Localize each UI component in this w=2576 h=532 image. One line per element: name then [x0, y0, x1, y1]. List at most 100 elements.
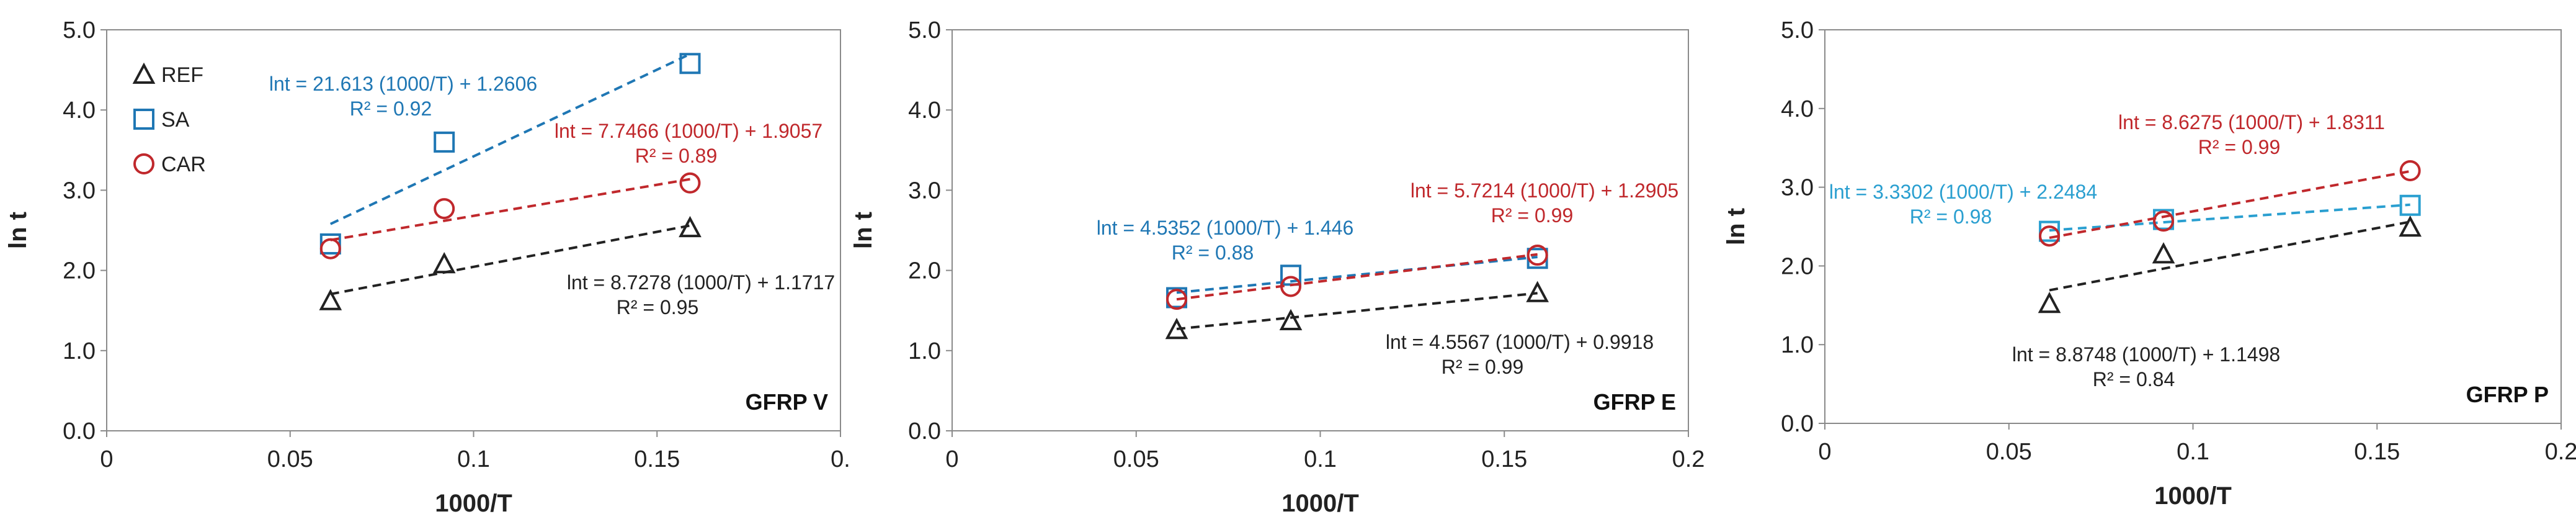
- trendline-equation: lnt = 4.5352 (1000/T) + 1.446: [1097, 217, 1354, 239]
- x-tick-label: 0.2: [1672, 446, 1705, 472]
- y-tick-label: 5.0: [1781, 17, 1814, 43]
- y-axis-title: ln t: [4, 212, 32, 249]
- y-tick-label: 3.0: [1781, 175, 1814, 201]
- y-axis-title: ln t: [850, 212, 877, 249]
- data-point: [434, 131, 455, 153]
- x-axis-title: 1000/T: [2154, 482, 2232, 510]
- y-tick-label: 2.0: [63, 258, 96, 284]
- data-point: [2039, 225, 2061, 247]
- x-tick-label: 0.05: [1113, 446, 1159, 472]
- r-squared-label: R² = 0.99: [2198, 136, 2281, 158]
- data-point: [2399, 215, 2422, 237]
- data-point: [2152, 242, 2175, 264]
- x-tick-label: 0: [100, 446, 113, 472]
- y-tick-label: 3.0: [908, 178, 941, 204]
- trendline: [2049, 169, 2411, 240]
- legend-marker: [132, 62, 156, 84]
- y-axis-title: ln t: [1723, 208, 1750, 245]
- r-squared-label: R² = 0.88: [1172, 241, 1254, 264]
- trendline: [2049, 220, 2411, 292]
- y-tick-label: 3.0: [63, 178, 96, 204]
- data-point: [1280, 276, 1302, 297]
- r-squared-label: R² = 0.99: [1442, 356, 1524, 378]
- r-squared-label: R² = 0.98: [1910, 205, 1992, 228]
- x-tick-label: 0.1: [1304, 446, 1337, 472]
- data-point: [1279, 309, 1303, 330]
- panel-label: GFRP P: [2466, 382, 2549, 407]
- data-point: [679, 53, 701, 74]
- y-tick-label: 2.0: [1781, 253, 1814, 279]
- trendline-equation: lnt = 4.5567 (1000/T) + 0.9918: [1386, 331, 1654, 353]
- trendline: [2049, 203, 2410, 232]
- r-squared-label: R² = 0.95: [617, 296, 699, 318]
- legend-marker: [133, 109, 154, 130]
- y-tick-label: 5.0: [63, 17, 96, 43]
- x-tick-label: 0.05: [1986, 439, 2032, 465]
- trendline: [330, 224, 690, 295]
- trendline-equation: lnt = 8.7278 (1000/T) + 1.1717: [567, 271, 835, 294]
- x-tick-label: 0.05: [267, 446, 313, 472]
- r-squared-label: R² = 0.84: [2093, 368, 2175, 390]
- x-axis-title: 1000/T: [435, 490, 512, 517]
- x-tick-label: 0.2: [2545, 439, 2576, 465]
- data-point: [2153, 210, 2175, 232]
- data-point: [679, 172, 701, 194]
- y-tick-label: 4.0: [63, 97, 96, 124]
- data-point: [1526, 281, 1549, 302]
- y-tick-label: 1.0: [1781, 332, 1814, 358]
- series-car: lnt = 8.6275 (1000/T) + 1.8311 R² = 0.99: [2039, 111, 2421, 247]
- x-tick-label: 0.1: [457, 446, 490, 472]
- series-ref: lnt = 4.5567 (1000/T) + 0.9918 R² = 0.99: [1165, 281, 1654, 378]
- data-point: [2038, 292, 2061, 313]
- data-point: [679, 215, 702, 238]
- legend-label: REF: [161, 63, 203, 87]
- r-squared-label: R² = 0.92: [350, 97, 432, 120]
- data-point: [434, 198, 455, 220]
- data-point: [319, 289, 342, 310]
- y-tick-label: 1.0: [908, 338, 941, 364]
- x-tick-label: 0.: [831, 446, 850, 472]
- y-tick-label: 4.0: [908, 97, 941, 124]
- y-tick-label: 4.0: [1781, 96, 1814, 122]
- data-point: [1166, 289, 1188, 310]
- trendline: [1176, 292, 1538, 330]
- chart-panel-3: 0.0 1.0 2.0 3.0 4.0 5.0 0 0.05 0.1 0.15 0.2 1000/T l…: [1723, 17, 2576, 510]
- x-tick-label: 0: [945, 446, 958, 472]
- trendline: [330, 178, 690, 241]
- trendline-equation: lnt = 5.7214 (1000/T) + 1.2905: [1411, 179, 1678, 202]
- panel-label: GFRP E: [1593, 389, 1676, 415]
- y-tick-label: 2.0: [908, 258, 941, 284]
- trendline-equation: lnt = 8.6275 (1000/T) + 1.8311: [2118, 111, 2385, 133]
- y-tick-label: 0.0: [63, 418, 96, 444]
- trendline-equation: lnt = 8.8748 (1000/T) + 1.1498: [2012, 343, 2280, 366]
- trendline-equation: lnt = 21.613 (1000/T) + 1.2606: [269, 73, 537, 95]
- legend-marker: [133, 153, 154, 174]
- trendline: [1176, 253, 1538, 301]
- r-squared-label: R² = 0.99: [1491, 204, 1574, 227]
- x-axis-title: 1000/T: [1281, 490, 1359, 517]
- y-tick-label: 1.0: [63, 338, 96, 364]
- x-tick-label: 0.15: [1481, 446, 1527, 472]
- series-car: lnt = 7.7466 (1000/T) + 1.9057 R² = 0.89: [319, 120, 822, 259]
- y-tick-label: 0.0: [1781, 411, 1814, 437]
- x-tick-label: 0.15: [634, 446, 680, 472]
- data-point: [319, 238, 341, 259]
- data-point: [1165, 317, 1188, 340]
- data-point: [1526, 245, 1548, 266]
- data-point: [432, 252, 456, 274]
- legend-label: CAR: [161, 153, 206, 176]
- r-squared-label: R² = 0.89: [635, 145, 718, 167]
- x-tick-label: 0.15: [2354, 439, 2400, 465]
- data-point: [2399, 194, 2421, 216]
- trendline: [329, 53, 691, 225]
- panel-label: GFRP V: [746, 389, 828, 415]
- trendline-equation: lnt = 7.7466 (1000/T) + 1.9057: [555, 120, 822, 142]
- y-tick-label: 0.0: [908, 418, 941, 444]
- data-point: [2399, 160, 2421, 181]
